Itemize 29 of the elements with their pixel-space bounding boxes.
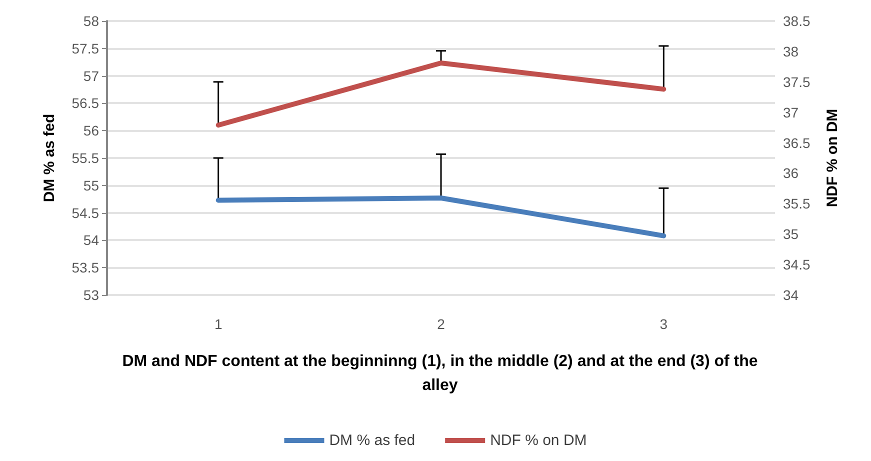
y-tick-label: 57.5 [72, 40, 100, 56]
y2-tick-label: 34.5 [783, 256, 810, 273]
y-tick-label: 54.5 [72, 204, 100, 221]
y2-tick-label: 38.5 [783, 13, 810, 29]
y-tick-label: 55 [83, 177, 100, 194]
x-tick-label: 3 [660, 316, 668, 332]
y2-tick-label: 37 [783, 104, 799, 120]
y2-tick-label: 38 [783, 43, 799, 60]
y-tick-label: 54 [83, 232, 100, 248]
y2-tick-label: 36 [783, 165, 799, 182]
y-tick-label: 53 [83, 287, 100, 303]
x-tick-label: 2 [437, 316, 446, 332]
y2-tick-label: 37.5 [783, 74, 810, 90]
y-tick-label: 53.5 [72, 260, 100, 276]
y-tick-label: 56 [83, 122, 100, 139]
x-axis-title: DM and NDF content at the beginninng (1), in the middle (2) and at the end (3) of the alley [121, 352, 759, 396]
legend-label: NDF % on DM [490, 432, 587, 449]
y-tick-label: 55.5 [72, 150, 100, 166]
y-axis-title: DM % as fed [41, 114, 58, 202]
x-tick-label: 1 [214, 316, 222, 332]
y2-tick-label: 35 [783, 226, 799, 242]
y-tick-label: 57 [83, 68, 100, 84]
y2-axis-title: NDF % on DM [824, 108, 841, 208]
y2-tick-label: 36.5 [783, 134, 810, 151]
y2-tick-label: 34 [783, 287, 799, 303]
legend-label: DM % as fed [329, 432, 416, 449]
y-tick-label: 56.5 [72, 95, 100, 112]
y-tick-label: 58 [83, 13, 100, 29]
y2-tick-label: 35.5 [783, 196, 810, 212]
